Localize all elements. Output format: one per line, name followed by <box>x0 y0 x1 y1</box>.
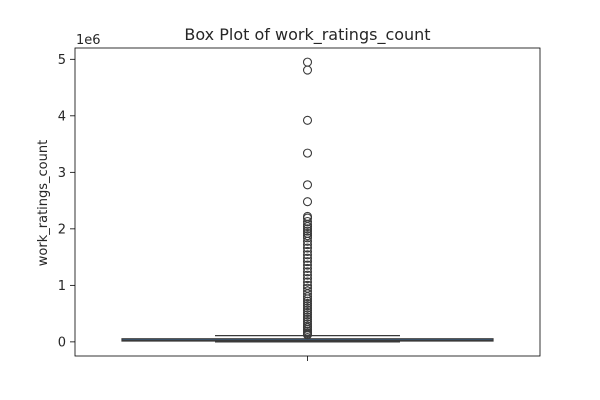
outlier-point <box>302 263 313 273</box>
y-tick-label: 2 <box>58 222 66 237</box>
outlier-point <box>302 277 313 287</box>
outlier-point <box>302 250 313 260</box>
outlier-point <box>302 260 313 270</box>
outlier-point <box>302 57 313 67</box>
chart-title: Box Plot of work_ratings_count <box>184 25 430 45</box>
outlier-point <box>302 319 313 329</box>
outlier-point <box>302 292 313 302</box>
outlier-point <box>302 253 313 263</box>
outlier-point <box>302 307 313 318</box>
outlier-point <box>302 236 313 246</box>
outlier-point <box>302 257 313 267</box>
outlier-point <box>302 305 313 315</box>
y-tick-label: 0 <box>58 335 66 350</box>
outlier-point <box>302 197 313 207</box>
outlier-point <box>302 301 313 311</box>
outlier-point <box>302 303 313 313</box>
outlier-point <box>302 233 313 243</box>
outlier-point <box>302 298 313 308</box>
outlier-point <box>302 310 313 320</box>
outlier-point <box>302 270 313 280</box>
outlier-point <box>302 219 313 229</box>
y-tick-label: 4 <box>58 109 66 124</box>
outlier-point <box>302 222 313 232</box>
y-axis: 0 1 2 3 4 5 <box>58 53 75 350</box>
outlier-point <box>302 294 313 304</box>
outlier-point <box>302 330 313 340</box>
y-scale-label: 1e6 <box>76 33 101 48</box>
outlier-point <box>302 274 313 284</box>
outlier-point <box>302 226 313 236</box>
outlier-point <box>302 240 313 250</box>
outlier-point <box>302 115 313 125</box>
outlier-point <box>302 148 313 158</box>
outlier-point <box>302 216 313 227</box>
outlier-point <box>302 180 313 190</box>
outlier-point <box>302 296 313 306</box>
outlier-point <box>302 224 313 234</box>
outlier-point <box>302 312 313 322</box>
y-tick-label: 3 <box>58 166 66 181</box>
y-tick-label: 5 <box>58 53 66 68</box>
outlier-point <box>302 231 313 241</box>
outlier-point <box>302 243 313 253</box>
outlier-point <box>302 246 313 256</box>
outlier-point <box>302 289 313 299</box>
y-axis-title: work_ratings_count <box>36 140 51 266</box>
plot-area <box>121 57 494 343</box>
y-tick-label: 1 <box>58 279 66 294</box>
outlier-point <box>302 65 313 75</box>
outlier-point <box>302 267 313 277</box>
